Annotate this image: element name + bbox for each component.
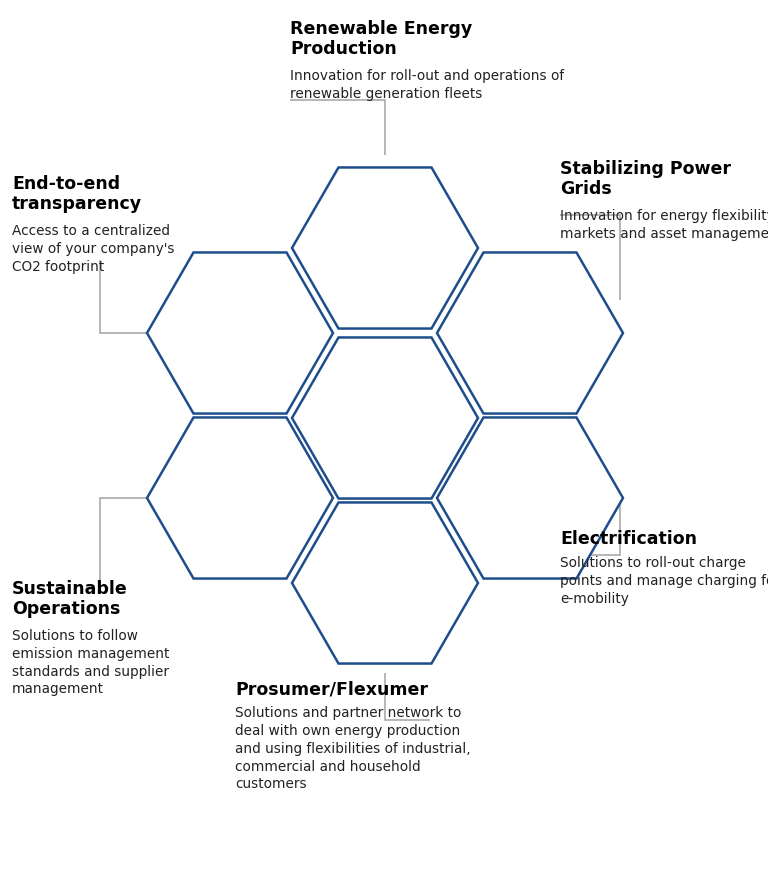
Text: Access to a centralized
view of your company's
CO2 footprint: Access to a centralized view of your com… [12,223,174,273]
Text: Sustainable
Operations: Sustainable Operations [12,580,127,618]
Polygon shape [437,417,623,579]
Text: Renewable Energy
Production: Renewable Energy Production [290,20,472,58]
Text: Stabilizing Power
Grids: Stabilizing Power Grids [560,160,731,198]
Text: Innovation for roll-out and operations of
renewable generation fleets: Innovation for roll-out and operations o… [290,69,564,100]
Text: Innovation for energy flexibility
markets and asset management: Innovation for energy flexibility market… [560,209,768,241]
Polygon shape [147,417,333,579]
Text: Electrification: Electrification [560,530,697,548]
Polygon shape [147,252,333,414]
Polygon shape [292,168,478,328]
Text: Solutions to follow
emission management
standards and supplier
management: Solutions to follow emission management … [12,629,170,697]
Polygon shape [292,338,478,498]
Text: End-to-end
transparency: End-to-end transparency [12,175,142,213]
Polygon shape [437,252,623,414]
Polygon shape [292,503,478,663]
Text: Solutions to roll-out charge
points and manage charging for
e-mobility: Solutions to roll-out charge points and … [560,556,768,606]
Text: Prosumer/Flexumer: Prosumer/Flexumer [235,680,428,698]
Text: Solutions and partner network to
deal with own energy production
and using flexi: Solutions and partner network to deal wi… [235,706,471,791]
